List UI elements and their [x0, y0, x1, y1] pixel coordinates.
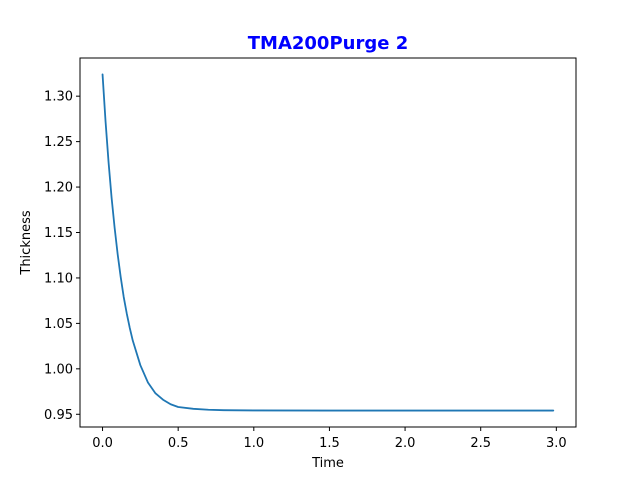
y-tick-label: 1.20: [44, 181, 73, 196]
y-tick-label: 1.15: [44, 226, 73, 241]
x-tick-label: 2.5: [470, 436, 491, 451]
x-axis-label: Time: [311, 456, 344, 471]
y-tick-label: 1.10: [44, 271, 73, 286]
y-tick-label: 1.30: [44, 90, 73, 105]
x-tick-label: 1.5: [319, 436, 340, 451]
x-tick-label: 0.5: [168, 436, 189, 451]
y-tick-label: 1.00: [44, 362, 73, 377]
y-tick-label: 0.95: [44, 408, 73, 423]
x-tick-label: 3.0: [546, 436, 567, 451]
chart-title: TMA200Purge 2: [248, 33, 408, 54]
series-line-0: [101, 73, 555, 412]
plot-area: [101, 73, 555, 412]
y-tick-label: 1.25: [44, 135, 73, 150]
axes-frame: [79, 57, 577, 428]
y-axis-label: Thickness: [19, 210, 34, 275]
x-axis: 0.0 0.5 1.0 1.5 2.0 2.5 3.0: [92, 427, 567, 451]
x-tick-label: 2.0: [395, 436, 416, 451]
x-tick-label: 1.0: [243, 436, 264, 451]
x-tick-label: 0.0: [92, 436, 113, 451]
y-tick-label: 1.05: [44, 317, 73, 332]
y-axis: 0.95 1.00 1.05 1.10 1.15 1.20 1.25 1.30: [44, 90, 80, 423]
